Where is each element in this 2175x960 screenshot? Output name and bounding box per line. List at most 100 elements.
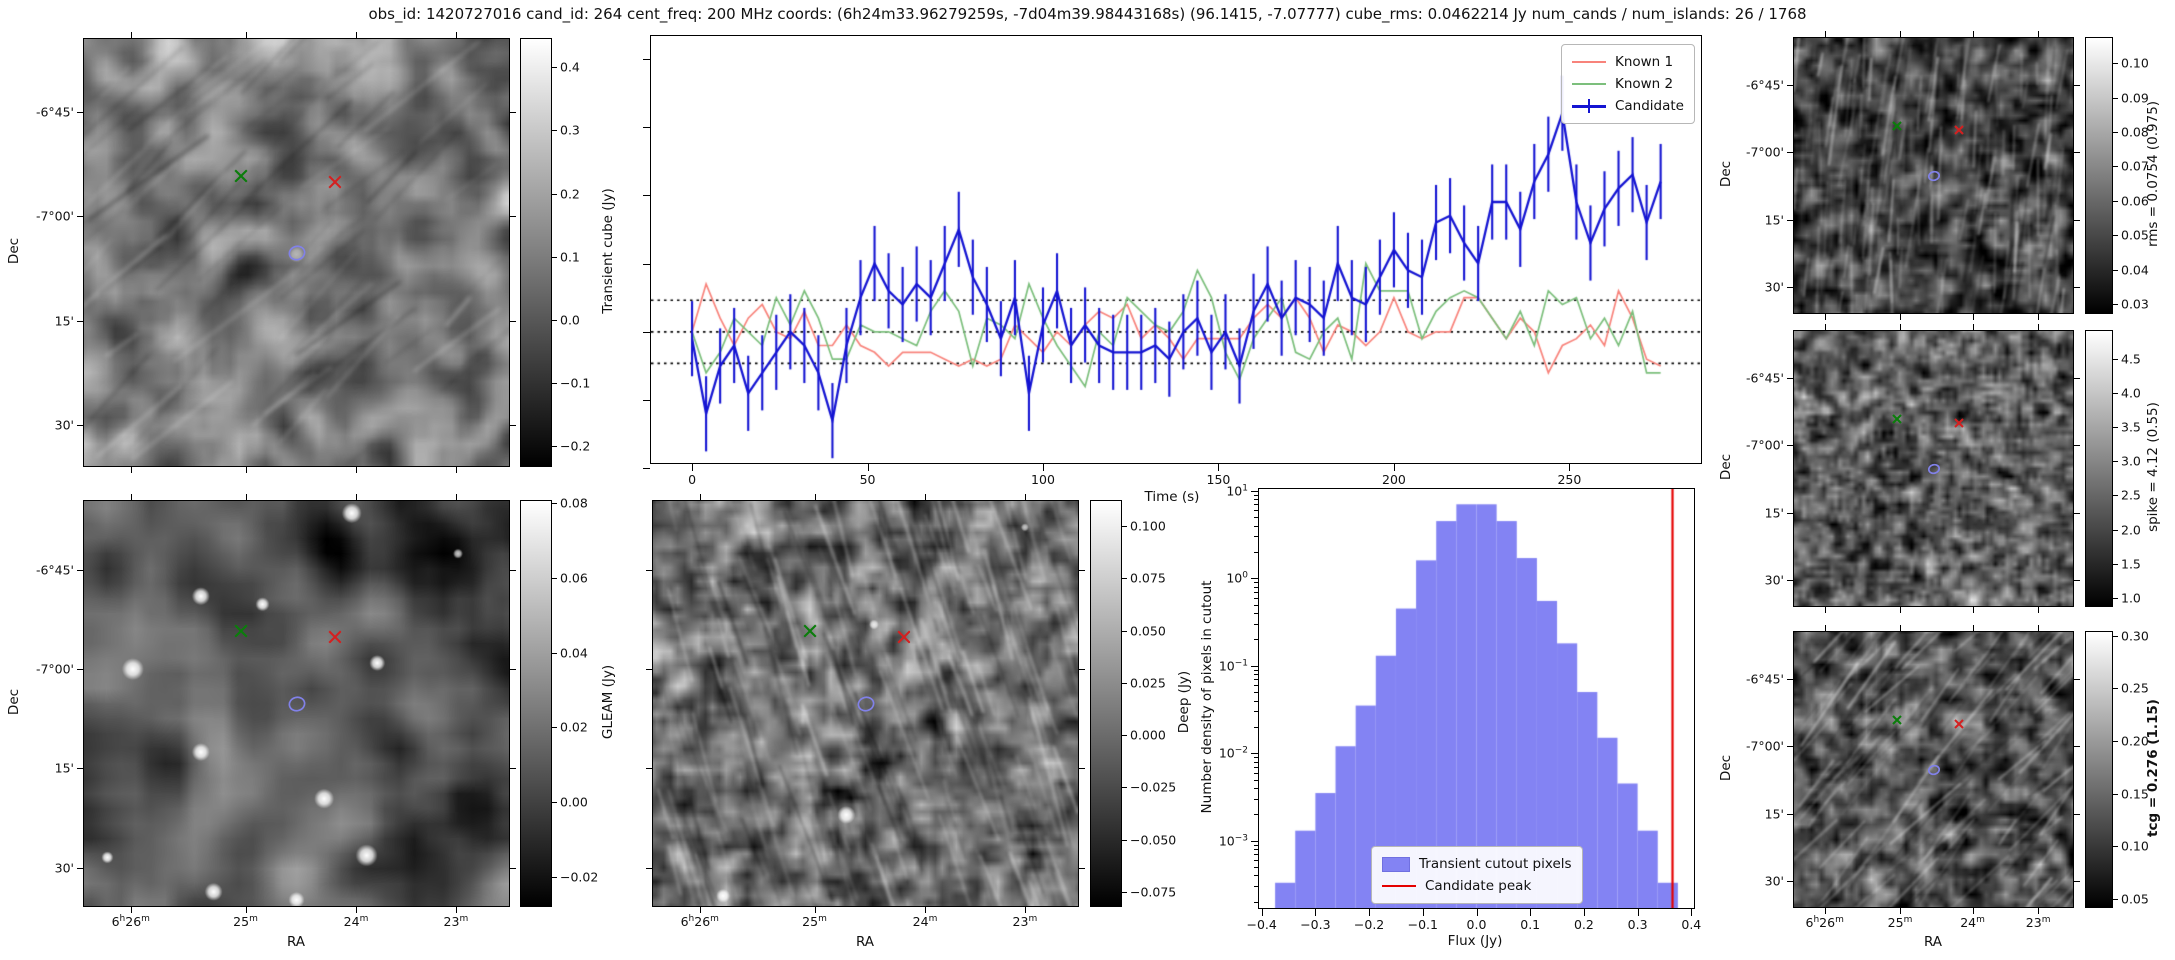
y-tick-mark: [510, 216, 516, 218]
colorbar-tick-label: 0.04: [560, 645, 588, 661]
rms-panel: -6°45' -7°00' 15' 30': [1746, 31, 2080, 320]
ra-tick-label: 6h26m: [1805, 915, 1844, 931]
x-tick-mark: [1900, 314, 1902, 320]
colorbar-tick-mark: [2113, 304, 2118, 306]
hist-y-minor-tick: [1254, 779, 1258, 781]
legend-label-known1: Known 1: [1614, 54, 1674, 70]
known2-x-marker: [1892, 715, 1902, 725]
hist-y-tick-mark: [1251, 840, 1258, 842]
hist-y-minor-tick: [1254, 582, 1258, 584]
colorbar-tick-label: −0.2: [560, 438, 591, 454]
hist-x-tick-label: −0.1: [1407, 917, 1438, 932]
y-tick-mark: [2074, 813, 2080, 815]
hist-y-minor-tick: [1254, 849, 1258, 851]
colorbar-tick-label: 2.5: [2121, 487, 2141, 503]
y-tick-mark: [1787, 678, 1793, 680]
legend-entry-known1: Known 1: [1571, 51, 1684, 73]
x-tick-mark: [1900, 607, 1902, 613]
hist-y-minor-tick: [1254, 711, 1258, 713]
y-tick-mark: [510, 425, 516, 427]
colorbar-tick-label: 0.25: [2121, 680, 2149, 696]
known1-x-marker: [897, 630, 911, 644]
x-tick-mark: [1900, 908, 1902, 914]
colorbar-tick-label: 0.000: [1130, 727, 1166, 743]
known1-x-marker: [1953, 418, 1964, 428]
dec-axis-label-gleam: Dec: [6, 688, 22, 716]
dec-tick-label: -6°45': [1745, 370, 1784, 386]
lc-y-tick-mark: [643, 468, 650, 470]
hist-y-minor-tick: [1254, 787, 1258, 789]
colorbar-tick-mark: [2113, 688, 2118, 690]
ra-axis-label-gleam: RA: [286, 934, 306, 950]
y-tick-mark: [2074, 286, 2080, 288]
colorbar-tick-mark: [2113, 495, 2118, 497]
hist-y-tick-label: 10−2: [1218, 745, 1248, 761]
hist-x-tick-mark: [1583, 909, 1585, 916]
x-tick-mark: [2038, 908, 2040, 914]
dec-tick-label: -7°00': [1745, 437, 1784, 453]
y-tick-mark: [1787, 219, 1793, 221]
y-tick-mark: [646, 569, 652, 571]
colorbar-tick-label: 0.100: [1130, 518, 1166, 534]
colorbar-tick-mark: [1122, 630, 1127, 632]
candidate-contour-marker: [857, 695, 874, 712]
known2-line-swatch: [1571, 77, 1606, 91]
colorbar-tick-mark: [552, 445, 557, 447]
spike-colorbar: 4.5 4.0 3.5 3.0 2.5 2.0 1.5 1.0: [2085, 330, 2141, 607]
colorbar-tick-label: 0.20: [2121, 733, 2149, 749]
colorbar-tick-label: 0.025: [1130, 675, 1166, 691]
hist-x-tick-label: 0.1: [1520, 917, 1541, 932]
legend-entry-cutout-pixels: Transient cutout pixels: [1382, 853, 1572, 875]
legend-label-candidate: Candidate: [1614, 98, 1684, 114]
colorbar-tick-label: 0.4: [560, 59, 580, 75]
ra-tick-label: 6h26m: [111, 914, 150, 930]
x-tick-mark: [356, 907, 357, 913]
known2-x-marker: [1892, 414, 1902, 424]
hist-y-minor-tick: [1254, 586, 1258, 588]
hist-y-minor-tick: [1254, 726, 1258, 728]
colorbar-tick-mark: [552, 802, 557, 804]
colorbar-label-spike: spike = 4.12 (0.55): [2145, 402, 2161, 532]
candidate-contour-marker: [288, 695, 305, 712]
dec-tick-label: -7°00': [35, 208, 74, 224]
ra-tick-label: 25m: [802, 914, 827, 930]
y-tick-mark: [77, 669, 83, 671]
x-tick-mark: [1972, 607, 1974, 613]
histogram-panel: Transient cutout pixels Candidate peak −…: [1219, 483, 1701, 932]
dec-tick-label: -6°45': [1745, 671, 1784, 687]
y-tick-mark: [1787, 445, 1793, 447]
colorbar-tick-mark: [2113, 235, 2118, 237]
known2-x-marker: [234, 624, 248, 638]
y-tick-mark: [510, 867, 516, 869]
gleam-colorbar: 0.08 0.06 0.04 0.02 0.00 −0.02: [520, 495, 598, 907]
ra-tick-label: 24m: [912, 914, 938, 930]
x-tick-mark: [130, 467, 132, 473]
y-tick-mark: [646, 669, 652, 671]
x-tick-mark: [925, 494, 926, 500]
hist-y-minor-tick: [1254, 674, 1258, 676]
x-tick-mark: [699, 494, 701, 500]
y-tick-mark: [646, 867, 652, 869]
known1-x-marker: [1953, 719, 1964, 729]
hist-y-minor-tick: [1254, 757, 1258, 759]
x-tick-mark: [245, 494, 247, 500]
legend-entry-candidate-peak: Candidate peak: [1382, 875, 1572, 897]
y-tick-mark: [77, 768, 83, 770]
ra-tick-label: 25m: [233, 914, 258, 930]
lightcurve-legend: Known 1 Known 2 Candidate: [1560, 44, 1695, 124]
lc-y-tick-mark: [643, 195, 650, 197]
y-tick-mark: [77, 425, 83, 427]
hist-y-minor-tick: [1254, 494, 1258, 496]
colorbar-tick-label: 3.5: [2121, 419, 2141, 435]
candidate-contour-marker: [1927, 170, 1940, 181]
colorbar-tick-label: −0.075: [1130, 884, 1177, 900]
y-tick-mark: [1079, 867, 1085, 869]
colorbar-tick-label: 0.10: [2121, 838, 2149, 854]
cutout-pixels-patch-swatch: [1382, 856, 1410, 872]
colorbar-label-tcg: tcg = 0.276 (1.15): [2145, 699, 2161, 837]
dec-tick-label: 15': [1764, 505, 1784, 520]
dec-axis-label: Dec: [6, 237, 22, 265]
x-tick-mark: [814, 494, 816, 500]
hist-x-tick-mark: [1369, 909, 1371, 916]
colorbar-tick-mark: [1122, 578, 1127, 580]
